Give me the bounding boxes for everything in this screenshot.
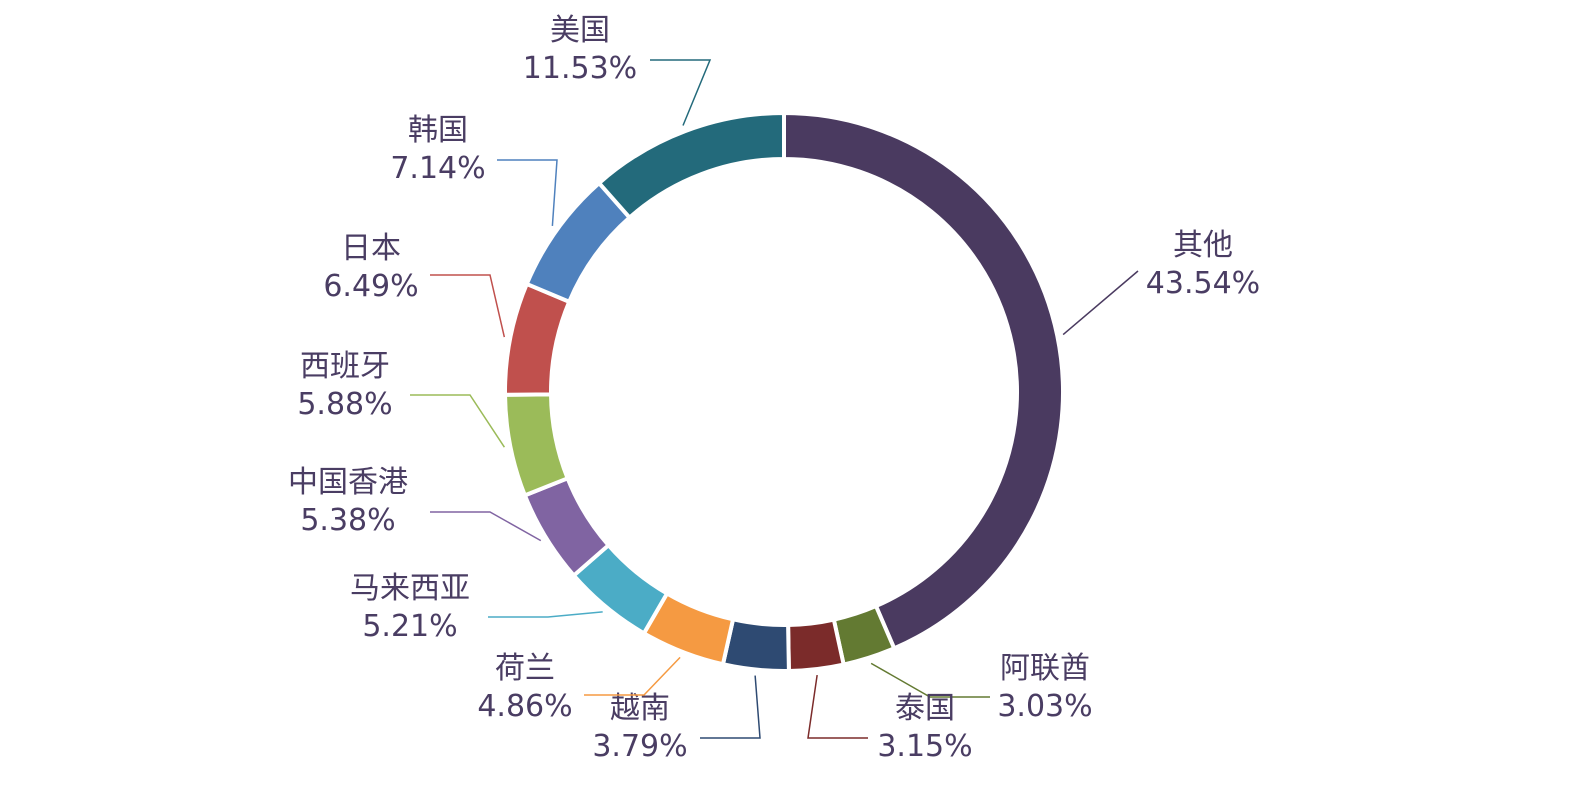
slice-value-3: 3.15%: [877, 729, 972, 764]
donut-slice-8: [502, 392, 571, 498]
leader-line-3: [807, 674, 868, 739]
slice-value-4: 3.79%: [592, 729, 687, 764]
slice-label-9: 日本: [341, 231, 401, 266]
leader-line-9: [430, 274, 506, 338]
slice-label-2: 阿联酋: [1000, 651, 1090, 686]
leader-line-11: [650, 59, 712, 126]
slice-label-7: 中国香港: [288, 465, 408, 500]
slice-label-8: 西班牙: [300, 349, 390, 384]
donut-slice-1: [782, 110, 1065, 651]
slice-label-3: 泰国: [895, 691, 955, 726]
leader-line-7: [430, 511, 542, 542]
leader-line-4: [700, 675, 761, 739]
leader-line-1: [1062, 270, 1139, 336]
slice-value-2: 3.03%: [997, 689, 1092, 724]
slice-value-6: 5.21%: [362, 609, 457, 644]
slice-value-7: 5.38%: [300, 503, 395, 538]
slice-value-1: 43.54%: [1146, 266, 1260, 301]
leader-line-5: [584, 656, 681, 696]
donut-slice-11: [596, 110, 786, 221]
slice-label-10: 韩国: [408, 113, 468, 148]
leader-line-10: [497, 159, 558, 226]
slice-value-9: 6.49%: [323, 269, 418, 304]
slice-label-4: 越南: [610, 691, 670, 726]
slice-label-11: 美国: [550, 13, 610, 48]
slice-value-11: 11.53%: [523, 51, 637, 86]
leader-line-8: [410, 394, 506, 448]
leader-line-6: [488, 611, 603, 618]
donut-slice-9: [503, 281, 572, 397]
slice-value-5: 4.86%: [477, 689, 572, 724]
leader-line-2: [870, 662, 990, 698]
slice-label-6: 马来西亚: [350, 571, 470, 606]
slice-value-10: 7.14%: [390, 151, 485, 186]
slice-label-5: 荷兰: [495, 651, 555, 686]
donut-slice-3: [786, 617, 847, 673]
slice-label-1: 其他: [1173, 228, 1233, 263]
slice-value-8: 5.88%: [297, 387, 392, 422]
